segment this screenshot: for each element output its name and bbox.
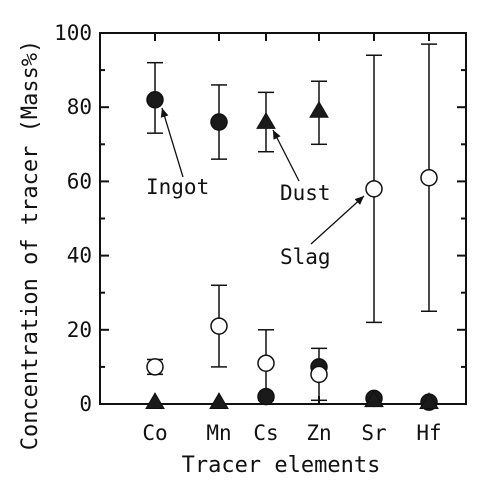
slag-label: Slag — [280, 245, 331, 269]
y-axis: 0 20 40 60 80 100 — [54, 21, 466, 416]
ingot-arrow — [160, 107, 184, 178]
dust-point — [145, 392, 165, 409]
ingot-point — [146, 91, 164, 109]
x-axis: Co Mn Cs Zn Sr Hf — [142, 33, 442, 445]
dust-point — [364, 390, 384, 408]
y-tick-label: 80 — [67, 95, 92, 119]
ingot-point — [257, 387, 275, 406]
slag-point — [420, 168, 438, 187]
error-bars — [147, 43, 437, 402]
dust-point — [256, 112, 276, 129]
slag-point — [146, 358, 164, 376]
y-tick-label: 0 — [79, 392, 92, 416]
x-tick-label: Sr — [361, 421, 386, 445]
y-axis-title: Concentration of tracer (Mass%) — [18, 40, 43, 451]
dust-arrow — [272, 129, 300, 182]
ingot-label: Ingot — [146, 175, 209, 199]
slag-point — [257, 354, 275, 372]
dust-point — [309, 100, 329, 118]
slag-arrow — [310, 195, 365, 245]
y-tick-label: 60 — [67, 169, 92, 193]
y-tick-label: 20 — [67, 318, 92, 342]
data-markers — [145, 91, 439, 411]
slag-point — [365, 180, 383, 198]
dust-label: Dust — [280, 181, 331, 205]
dust-point — [419, 392, 439, 409]
x-tick-label: Mn — [206, 421, 231, 445]
x-tick-label: Cs — [253, 421, 278, 445]
y-tick-label: 40 — [67, 244, 92, 268]
y-tick-label: 100 — [54, 21, 92, 45]
x-axis-title: Tracer elements — [182, 453, 381, 478]
x-tick-label: Zn — [306, 421, 331, 445]
annotations: Ingot Dust Slag — [146, 107, 365, 269]
slag-point — [310, 365, 328, 384]
slag-point — [210, 317, 228, 335]
x-tick-label: Co — [142, 421, 167, 445]
dust-point — [209, 392, 229, 409]
x-tick-label: Hf — [416, 421, 441, 445]
ingot-point — [210, 113, 228, 131]
